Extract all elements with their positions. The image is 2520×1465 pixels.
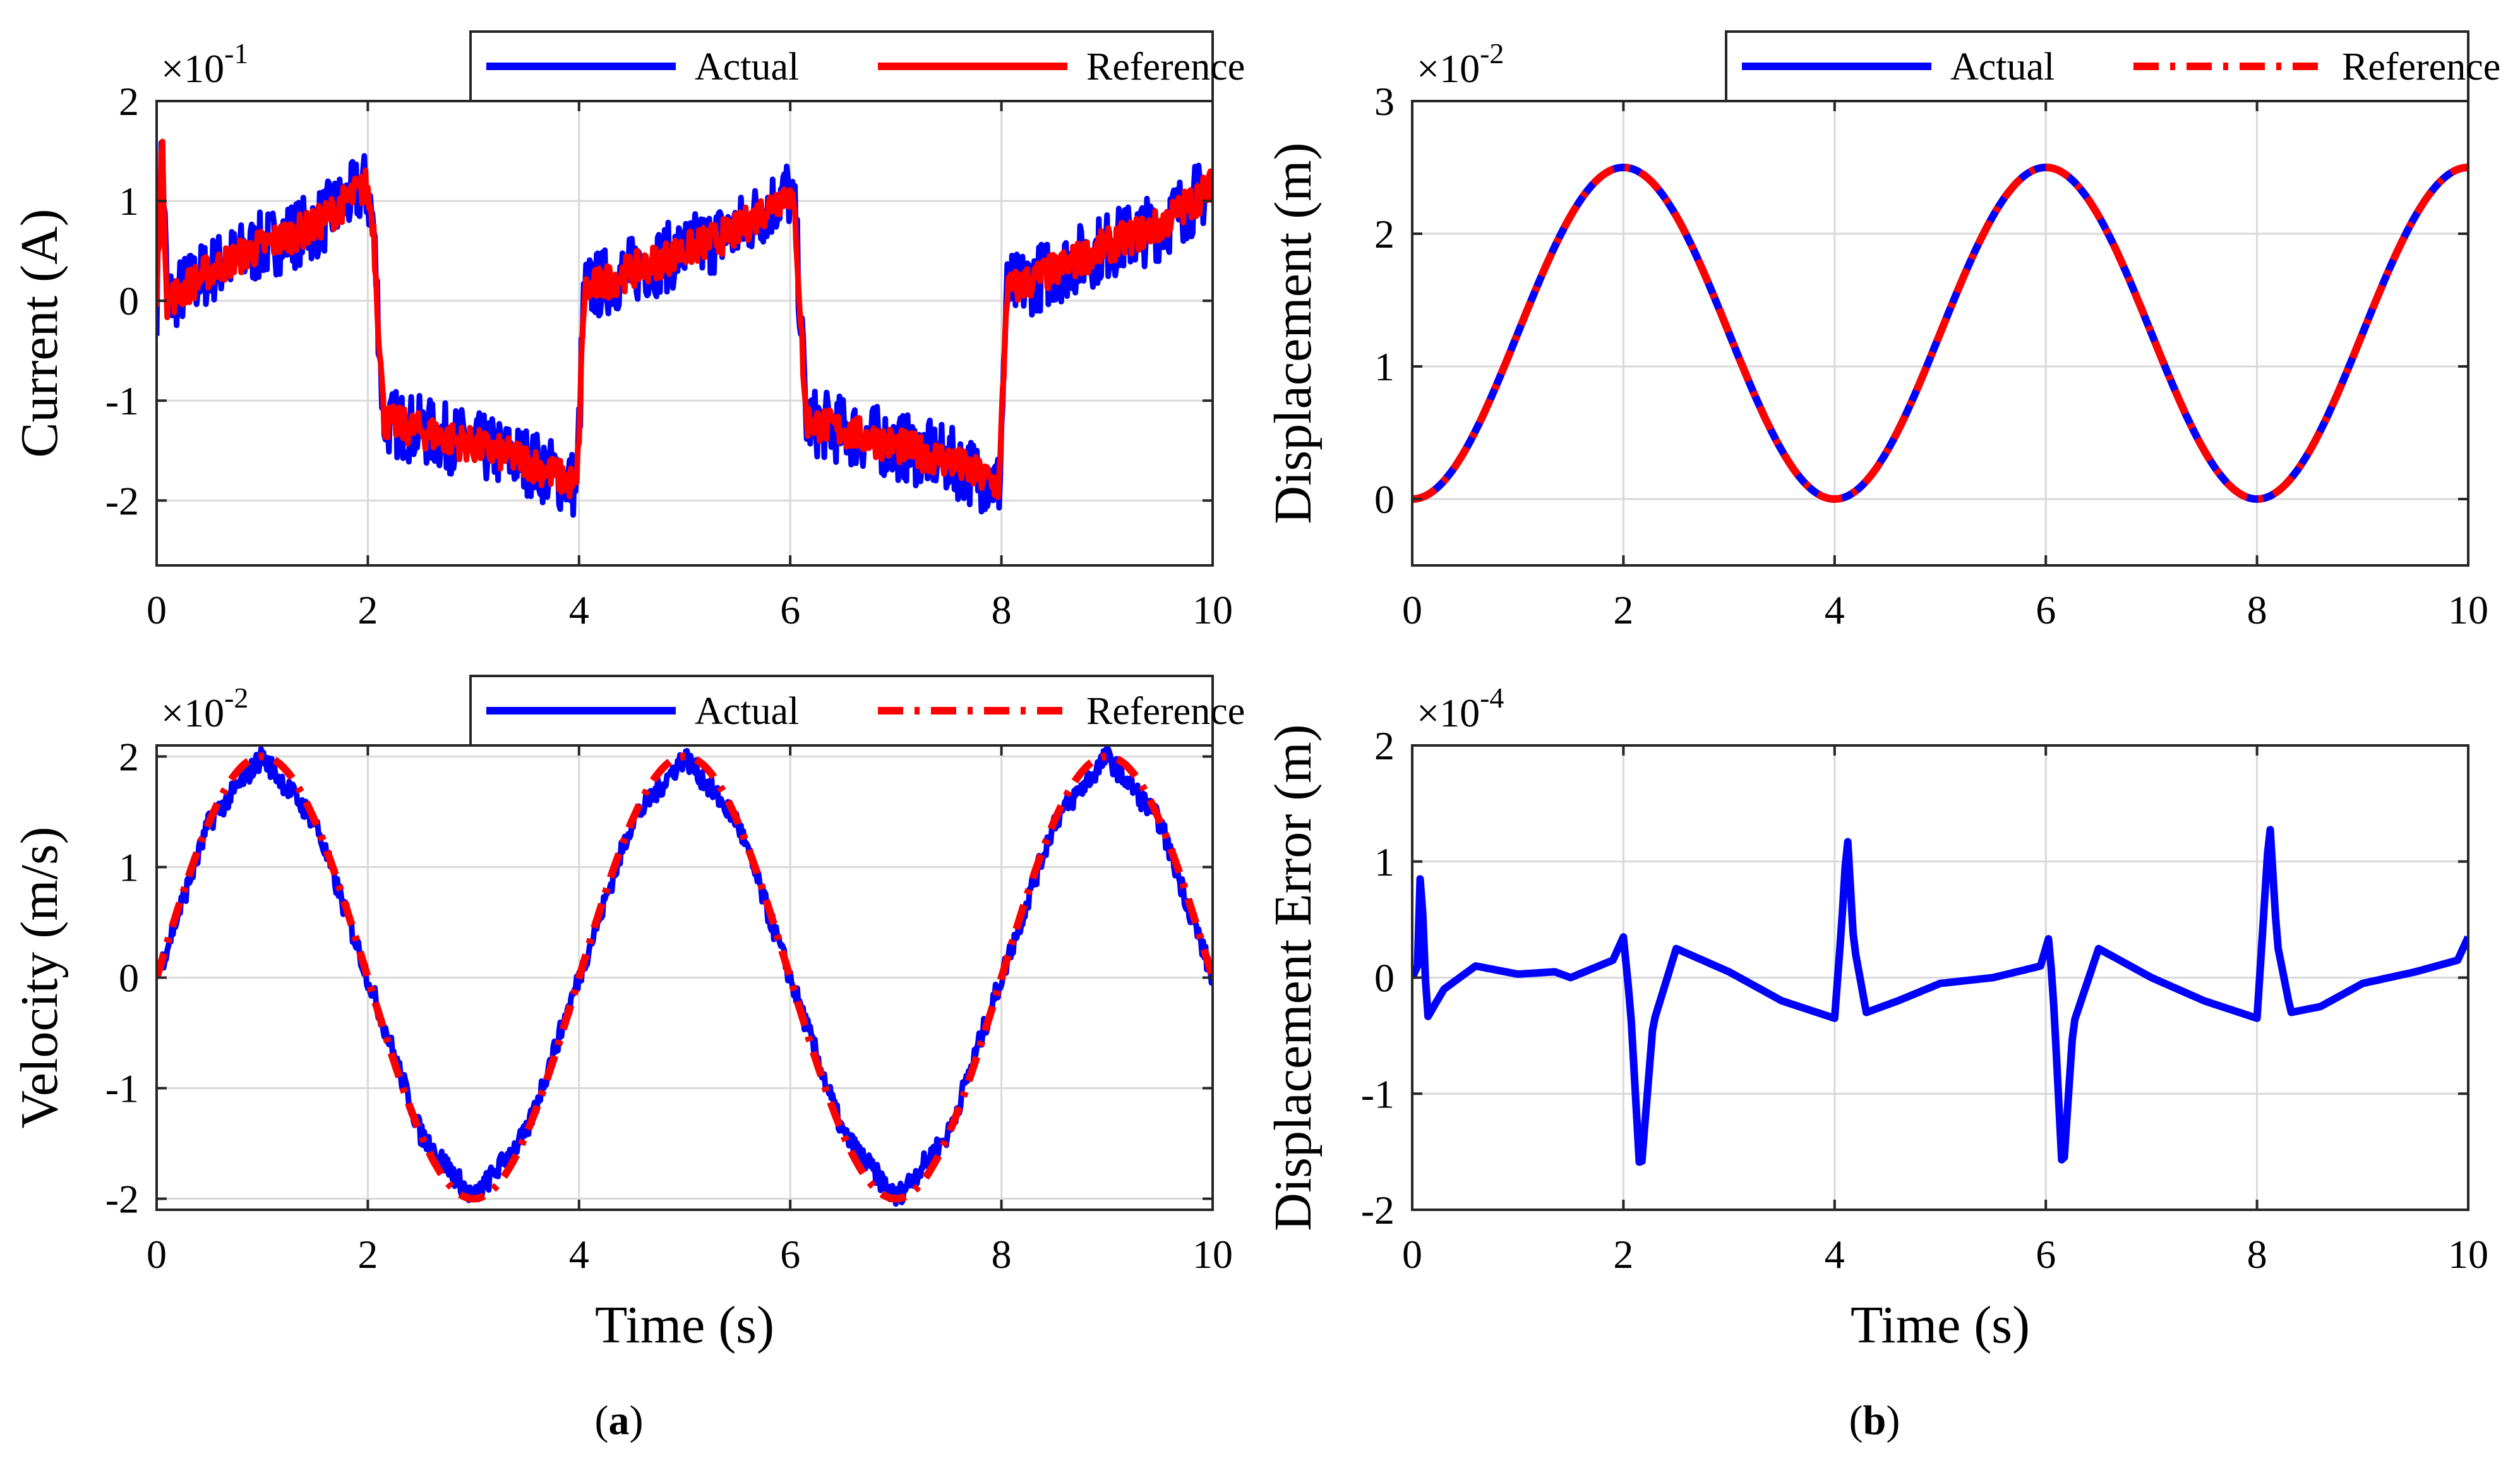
x-axis-label: Time (s) — [1851, 1296, 2030, 1354]
x-tick-label: 6 — [780, 1232, 800, 1277]
chart-current: 0 2 4 6 8 10 -2 -1 0 1 2 ×10-1 Current (A) Actual Refe… — [10, 30, 1245, 632]
chart-displacement-error: 0 2 4 6 8 10 -2 -1 0 1 2 ×10-4 Displacement Error (m… — [1264, 682, 2488, 1354]
series-reference — [1412, 164, 2468, 503]
y-tick-label: -2 — [105, 478, 139, 523]
x-tick-label: 8 — [992, 1232, 1012, 1277]
y-axis-label: Velocity (m/s) — [10, 826, 69, 1128]
y-tick-label: 1 — [1374, 840, 1395, 884]
y-tick-label: 0 — [119, 956, 139, 1001]
x-tick-label: 6 — [2036, 1232, 2056, 1277]
y-tick-label: -2 — [1361, 1188, 1395, 1233]
x-tick-label: 8 — [992, 588, 1012, 632]
legend: Actual Reference — [469, 675, 1245, 747]
legend-label-reference: Reference — [1086, 690, 1245, 733]
x-tick-label: 6 — [2036, 588, 2056, 632]
y-tick-label: 1 — [119, 179, 139, 224]
x-tick-label: 8 — [2247, 1232, 2267, 1277]
x-tick-label: 10 — [2448, 588, 2488, 632]
y-axis-label: Displacement (m) — [1264, 142, 1323, 524]
y-tick-label: 2 — [119, 79, 139, 124]
y-tick-label: 0 — [119, 279, 139, 323]
series-reference — [157, 138, 1213, 500]
x-tick-label: 2 — [357, 1232, 378, 1277]
x-tick-label: 4 — [1825, 1232, 1845, 1277]
legend: Actual Reference — [1725, 30, 2500, 102]
x-tick-label: 6 — [780, 588, 800, 632]
x-tick-label: 4 — [569, 1232, 589, 1277]
y-tick-label: -1 — [1361, 1071, 1395, 1116]
legend-label-actual: Actual — [695, 690, 799, 733]
y-tick-label: 2 — [1374, 212, 1395, 256]
x-tick-label: 2 — [357, 588, 378, 632]
y-axis-label: Current (A) — [10, 208, 69, 457]
legend-label-reference: Reference — [2342, 45, 2500, 88]
panel-label-b: (b) — [1849, 1397, 1900, 1444]
y-tick-label: 2 — [1374, 723, 1395, 768]
legend-label-reference: Reference — [1086, 45, 1245, 88]
series-reference — [157, 752, 1213, 1203]
y-tick-label: -1 — [105, 378, 139, 423]
y-tick-label: 1 — [1374, 344, 1395, 389]
x-tick-label: 4 — [569, 588, 589, 632]
legend: Actual Reference — [469, 30, 1245, 102]
x-tick-label: 0 — [1402, 588, 1422, 632]
x-tick-label: 10 — [2448, 1232, 2488, 1277]
y-tick-label: -2 — [105, 1177, 139, 1222]
x-tick-label: 0 — [1402, 1232, 1422, 1277]
x-tick-label: 2 — [1613, 1232, 1633, 1277]
y-tick-label: -1 — [105, 1066, 139, 1111]
y-tick-label: 0 — [1374, 956, 1395, 1001]
plot-area — [157, 101, 1213, 565]
y-tick-label: 3 — [1374, 79, 1395, 124]
panel-label-a: (a) — [595, 1397, 644, 1444]
y-tick-label: 0 — [1374, 477, 1395, 522]
y-exponent: ×10-4 — [1417, 682, 1504, 735]
x-tick-label: 10 — [1192, 1232, 1233, 1277]
x-tick-label: 10 — [1192, 588, 1233, 632]
chart-displacement: 0 2 4 6 8 10 0 1 2 3 ×10-2 Displacement (m) Actual Re… — [1264, 30, 2500, 632]
legend-label-actual: Actual — [1950, 45, 2055, 88]
x-tick-label: 0 — [147, 1232, 167, 1277]
series-actual — [1412, 826, 2468, 1166]
legend-label-actual: Actual — [695, 45, 799, 88]
x-tick-label: 8 — [2247, 588, 2267, 632]
y-exponent: ×10-2 — [1417, 37, 1504, 91]
y-exponent: ×10-1 — [161, 37, 248, 91]
x-tick-label: 4 — [1825, 588, 1845, 632]
y-tick-label: 2 — [119, 735, 139, 780]
x-tick-label: 0 — [147, 588, 167, 632]
x-axis-label: Time (s) — [595, 1296, 774, 1354]
y-axis-label: Displacement Error (m) — [1264, 724, 1323, 1231]
x-tick-label: 2 — [1613, 588, 1633, 632]
y-tick-label: 1 — [119, 845, 139, 890]
chart-velocity: 0 2 4 6 8 10 -2 -1 0 1 2 ×10-2 Velocity (m/s) Time (s… — [10, 675, 1245, 1354]
y-exponent: ×10-2 — [161, 682, 248, 735]
